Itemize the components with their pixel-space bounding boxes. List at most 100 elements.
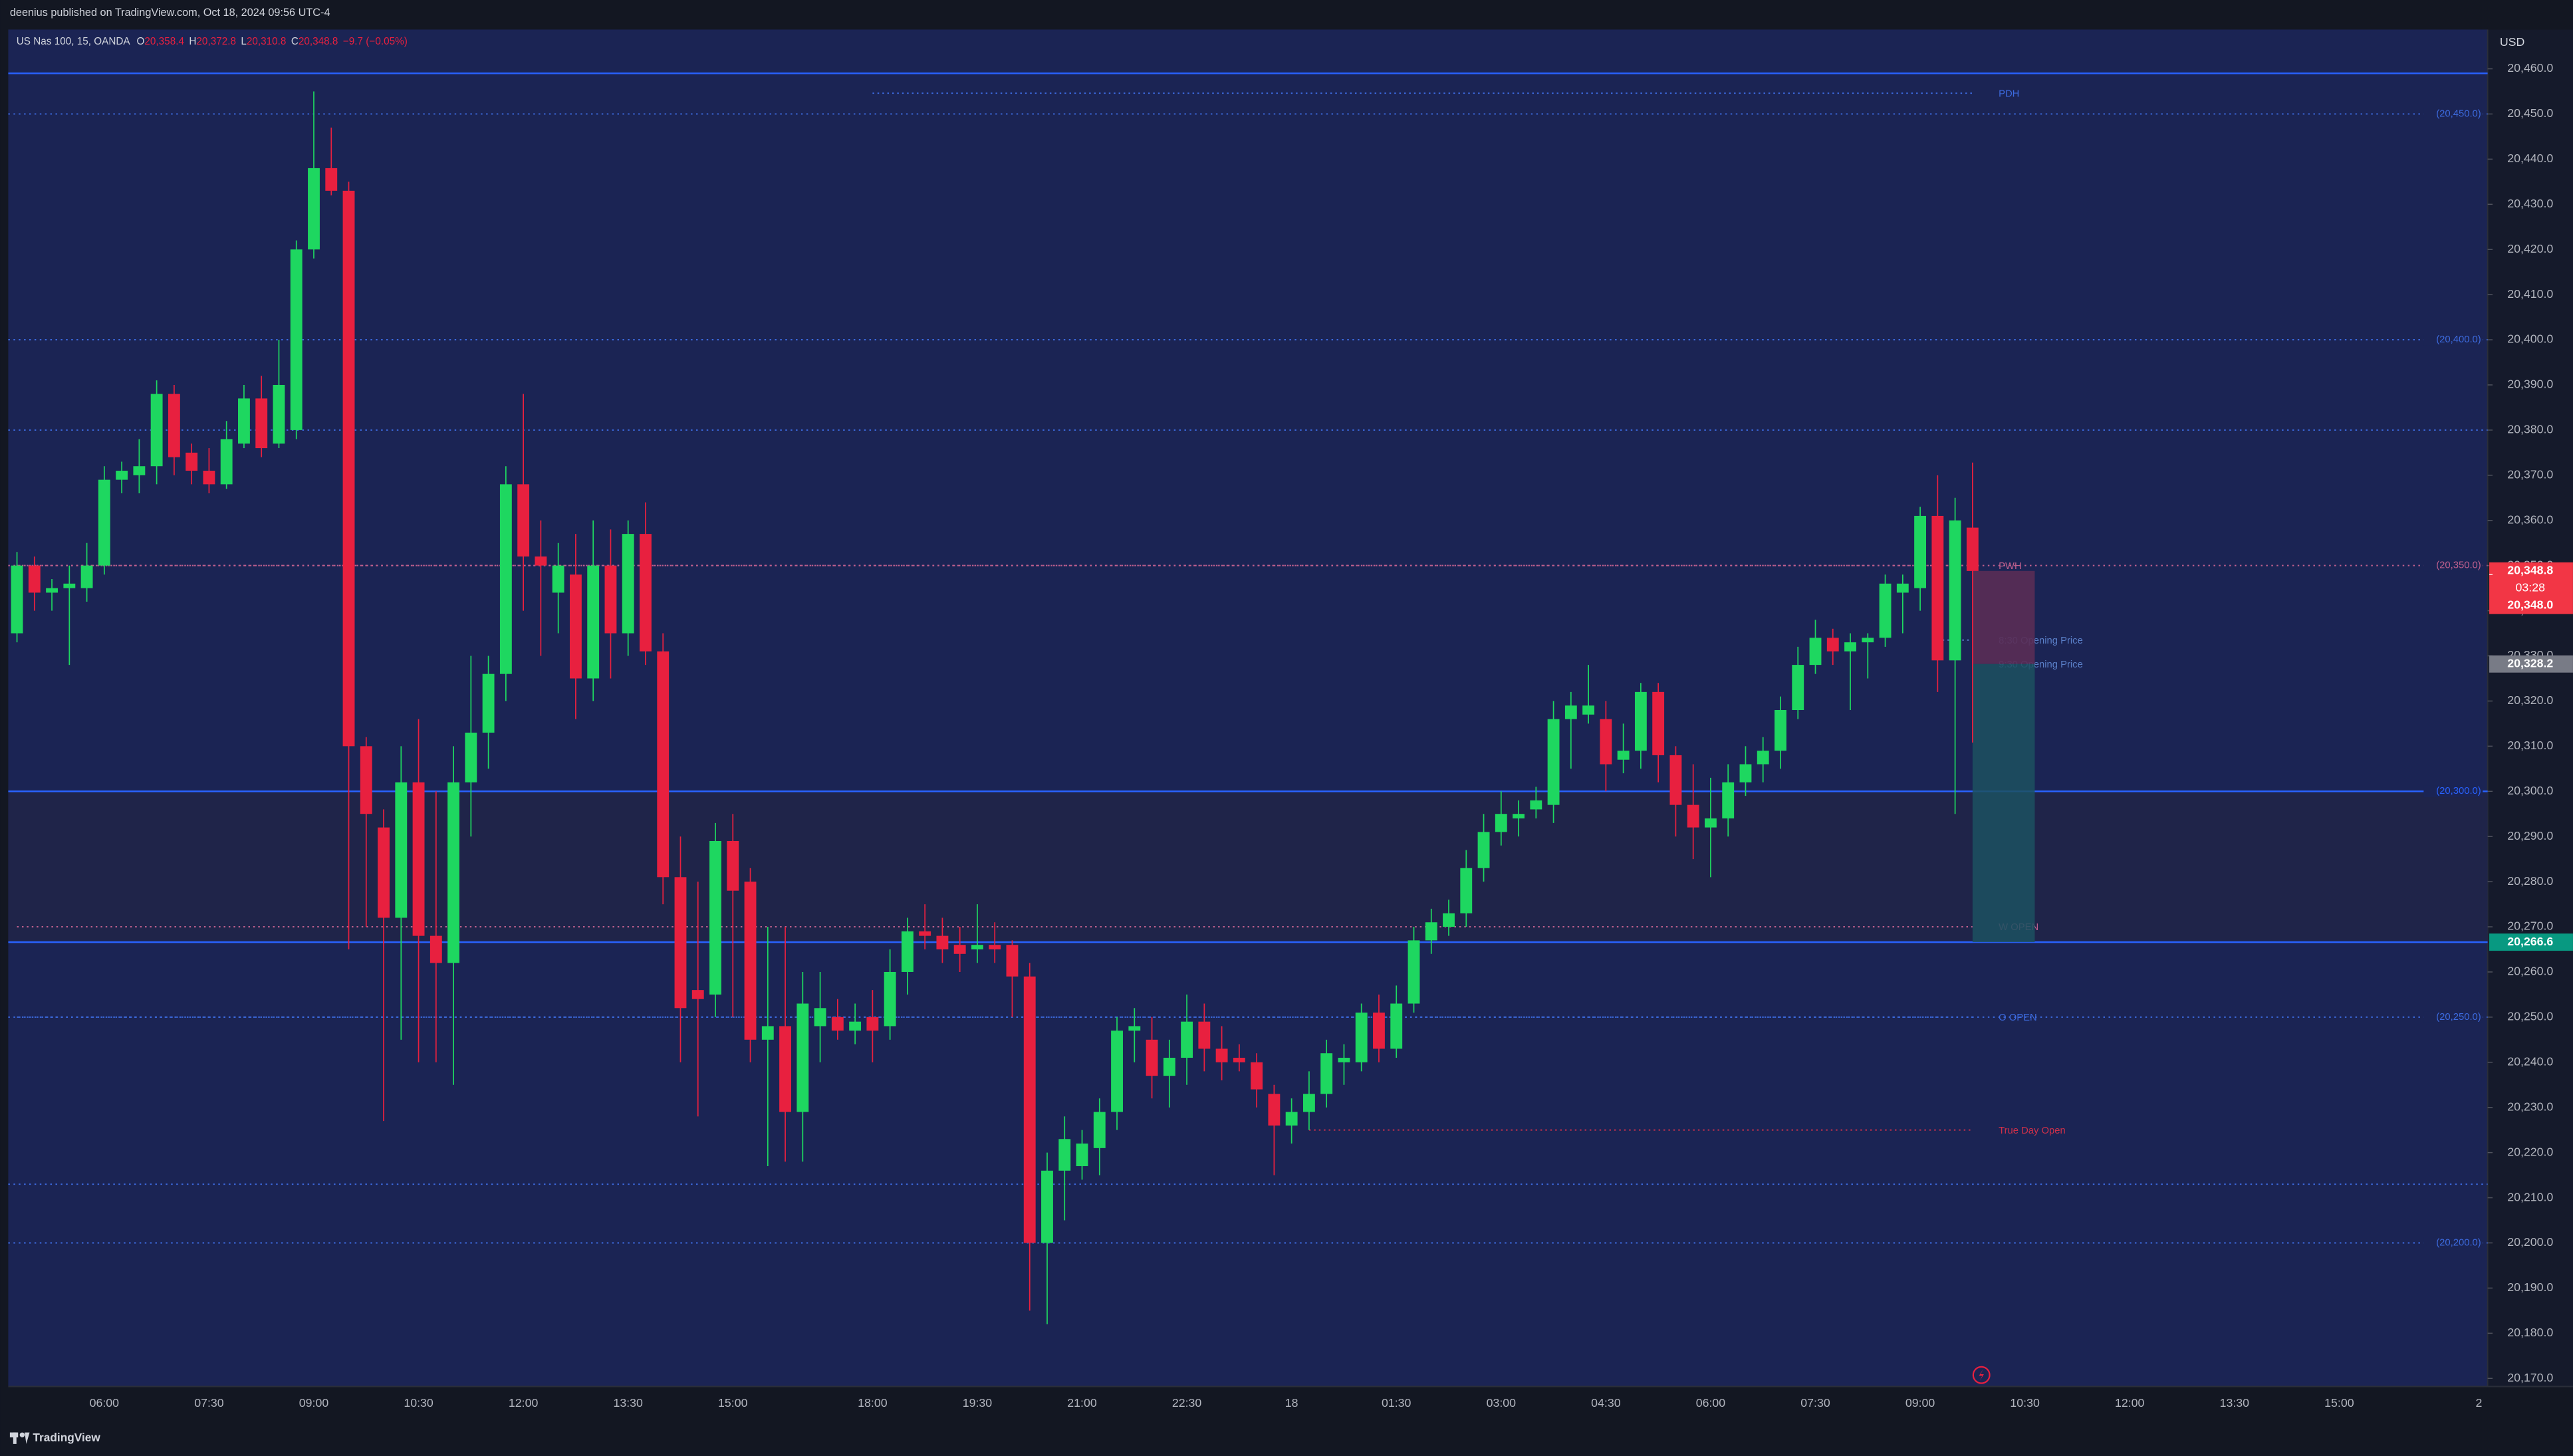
candle-body (1687, 804, 1699, 828)
candle-body (1076, 1144, 1088, 1167)
x-tick-label: 06:00 (90, 1396, 120, 1409)
legend-key: L (241, 36, 247, 47)
candle-body (552, 565, 564, 593)
candle-body (429, 935, 442, 963)
candle-body (901, 931, 914, 972)
countdown: 03:28 (2516, 580, 2546, 594)
brand: TradingView (33, 1431, 100, 1444)
candle-body (761, 1026, 774, 1040)
alert-icon[interactable] (1972, 1366, 1991, 1384)
candle-body (1023, 976, 1036, 1243)
x-tick-label: 18:00 (858, 1396, 888, 1409)
x-tick-label: 15:00 (718, 1396, 748, 1409)
candle-body (831, 1017, 844, 1031)
candle-body (1443, 913, 1455, 927)
candle-body (308, 168, 320, 250)
level-label-bg (2423, 785, 2483, 797)
candle-body (395, 782, 408, 918)
candle-body (517, 484, 530, 557)
y-tick-label: 20,320.0 (2507, 693, 2553, 707)
x-tick-label: 12:00 (2115, 1396, 2145, 1409)
candle-body (674, 877, 687, 1009)
level-label-bg (2423, 108, 2483, 120)
candle-body (46, 588, 58, 593)
brand-logo (9, 1432, 30, 1444)
price-tag-label: 20,348.8 (2507, 563, 2553, 576)
candle-body (1931, 515, 1944, 661)
price-tag (2489, 655, 2573, 673)
candle-body (953, 945, 966, 954)
x-tick-label: 19:30 (963, 1396, 993, 1409)
y-tick-label: 20,460.0 (2507, 61, 2553, 74)
candle-body (1792, 665, 1804, 711)
currency[interactable]: USD (2500, 35, 2524, 49)
candle-body (1775, 710, 1786, 751)
y-tick-label: 20,440.0 (2507, 152, 2553, 165)
candle-body (1390, 1003, 1403, 1049)
price-axis (2487, 29, 2573, 1387)
candle-body (1600, 719, 1612, 765)
y-tick-label: 20,190.0 (2507, 1280, 2553, 1294)
x-tick-label: 21:00 (1067, 1396, 1097, 1409)
y-tick-label: 20,310.0 (2507, 739, 2553, 752)
named-level-label: True Day Open (1999, 1126, 2066, 1136)
price-tag (2489, 562, 2573, 614)
x-tick-label: 07:30 (194, 1396, 224, 1409)
y-tick-label: 20,270.0 (2507, 919, 2553, 933)
candle-body (1879, 583, 1892, 638)
y-tick-label: 20,300.0 (2507, 784, 2553, 797)
candle-body (1373, 1013, 1385, 1049)
candle-body (290, 249, 303, 430)
candle-body (1477, 832, 1490, 868)
x-tick-label: 04:30 (1591, 1396, 1621, 1409)
candle-body (412, 782, 425, 936)
y-tick-label: 20,200.0 (2507, 1235, 2553, 1249)
candle-body (1966, 527, 1979, 571)
candle-body (28, 565, 41, 593)
candle-body (1355, 1013, 1368, 1062)
candle-body (98, 479, 110, 566)
legend-key: H (189, 36, 196, 47)
candle-body (1617, 751, 1630, 760)
candle-body (1128, 1026, 1141, 1031)
candle-body (150, 394, 163, 467)
position-stop (1972, 570, 2035, 664)
candle-body (1233, 1058, 1245, 1062)
candle-body (1215, 1048, 1228, 1062)
candle-body (185, 452, 198, 471)
y-tick-label: 20,220.0 (2507, 1145, 2553, 1158)
candle-body (1320, 1053, 1333, 1094)
candle-body (1582, 705, 1595, 715)
x-tick-label: 10:30 (2010, 1396, 2040, 1409)
level-label-bg (2423, 334, 2483, 346)
candle-body (203, 471, 215, 485)
candle-body (1285, 1112, 1298, 1126)
level-label: (20,300.0) (2436, 786, 2481, 796)
named-level-label: PDH (1999, 88, 2019, 99)
y-tick-label: 20,400.0 (2507, 332, 2553, 346)
y-tick-label: 20,370.0 (2507, 468, 2553, 481)
candle-body (1111, 1031, 1123, 1112)
legend-key: C (291, 36, 299, 47)
candle-body (11, 565, 23, 634)
candle-body (1181, 1021, 1193, 1058)
x-tick-label: 09:00 (299, 1396, 329, 1409)
candle-body (273, 384, 285, 444)
named-level-label: O OPEN (1999, 1013, 2037, 1023)
y-tick-label: 20,210.0 (2507, 1190, 2553, 1203)
price-tag-label: 20,266.6 (2507, 935, 2553, 948)
candle-body (1669, 755, 1682, 805)
candle-body (1896, 583, 1909, 593)
legend-symbol: US Nas 100, 15, OANDA (17, 36, 131, 47)
candle-body (465, 732, 477, 783)
candle-body (691, 990, 704, 999)
candle-body (1408, 940, 1420, 1004)
y-tick-label: 20,410.0 (2507, 287, 2553, 301)
level-label: (20,400.0) (2436, 334, 2481, 345)
candle-body (884, 971, 896, 1027)
candle-body (814, 1008, 826, 1027)
candle-body (727, 840, 739, 891)
candle-body (255, 398, 268, 449)
candle-body (1949, 520, 1961, 661)
y-tick-label: 20,170.0 (2507, 1371, 2553, 1384)
